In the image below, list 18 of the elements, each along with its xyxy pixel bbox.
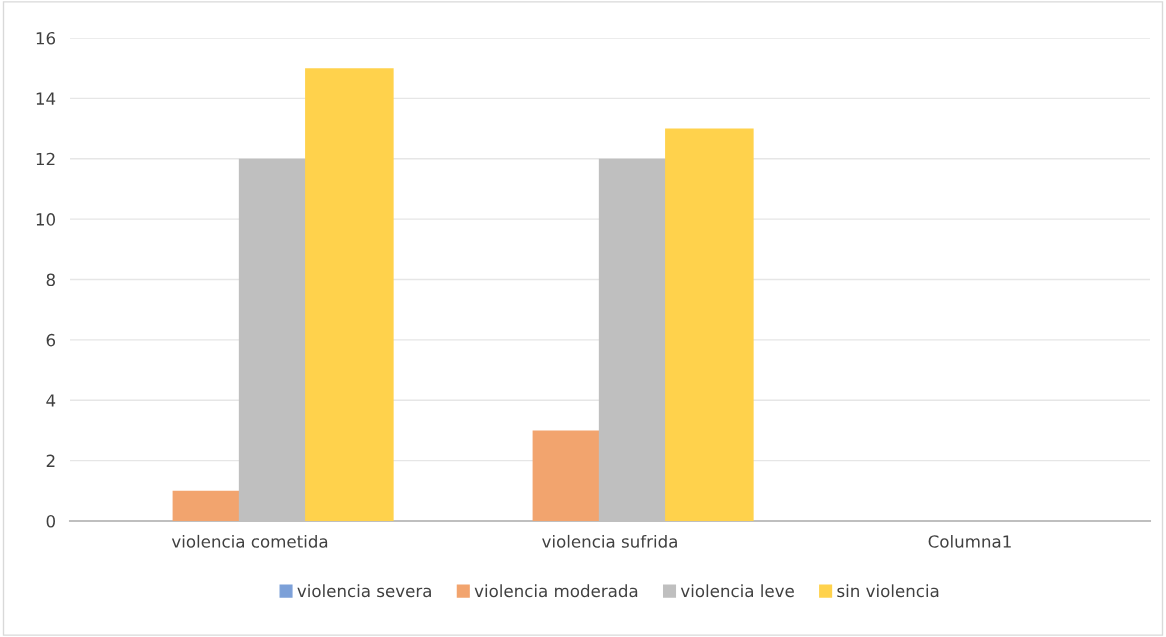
- legend-label: sin violencia: [837, 584, 939, 598]
- y-tick-label: 0: [46, 514, 55, 528]
- x-tick-label: violencia sufrida: [542, 534, 677, 548]
- y-tick-label: 12: [36, 152, 55, 166]
- legend-label: violencia severa: [297, 584, 431, 598]
- y-tick-label: 8: [46, 273, 55, 287]
- bar: [305, 68, 394, 521]
- y-tick-label: 2: [46, 454, 55, 467]
- y-tick-label: 6: [46, 333, 56, 347]
- legend-label: violencia moderada: [474, 584, 638, 598]
- bar: [665, 128, 754, 521]
- x-tick-label: violencia cometida: [171, 534, 328, 548]
- y-tick-label: 10: [36, 213, 55, 226]
- y-tick-label: 14: [36, 92, 56, 105]
- y-tick-label: 16: [36, 31, 56, 45]
- x-tick-label: Columna1: [928, 534, 1011, 548]
- y-tick-label: 4: [46, 394, 56, 407]
- legend-label: violencia leve: [680, 584, 794, 598]
